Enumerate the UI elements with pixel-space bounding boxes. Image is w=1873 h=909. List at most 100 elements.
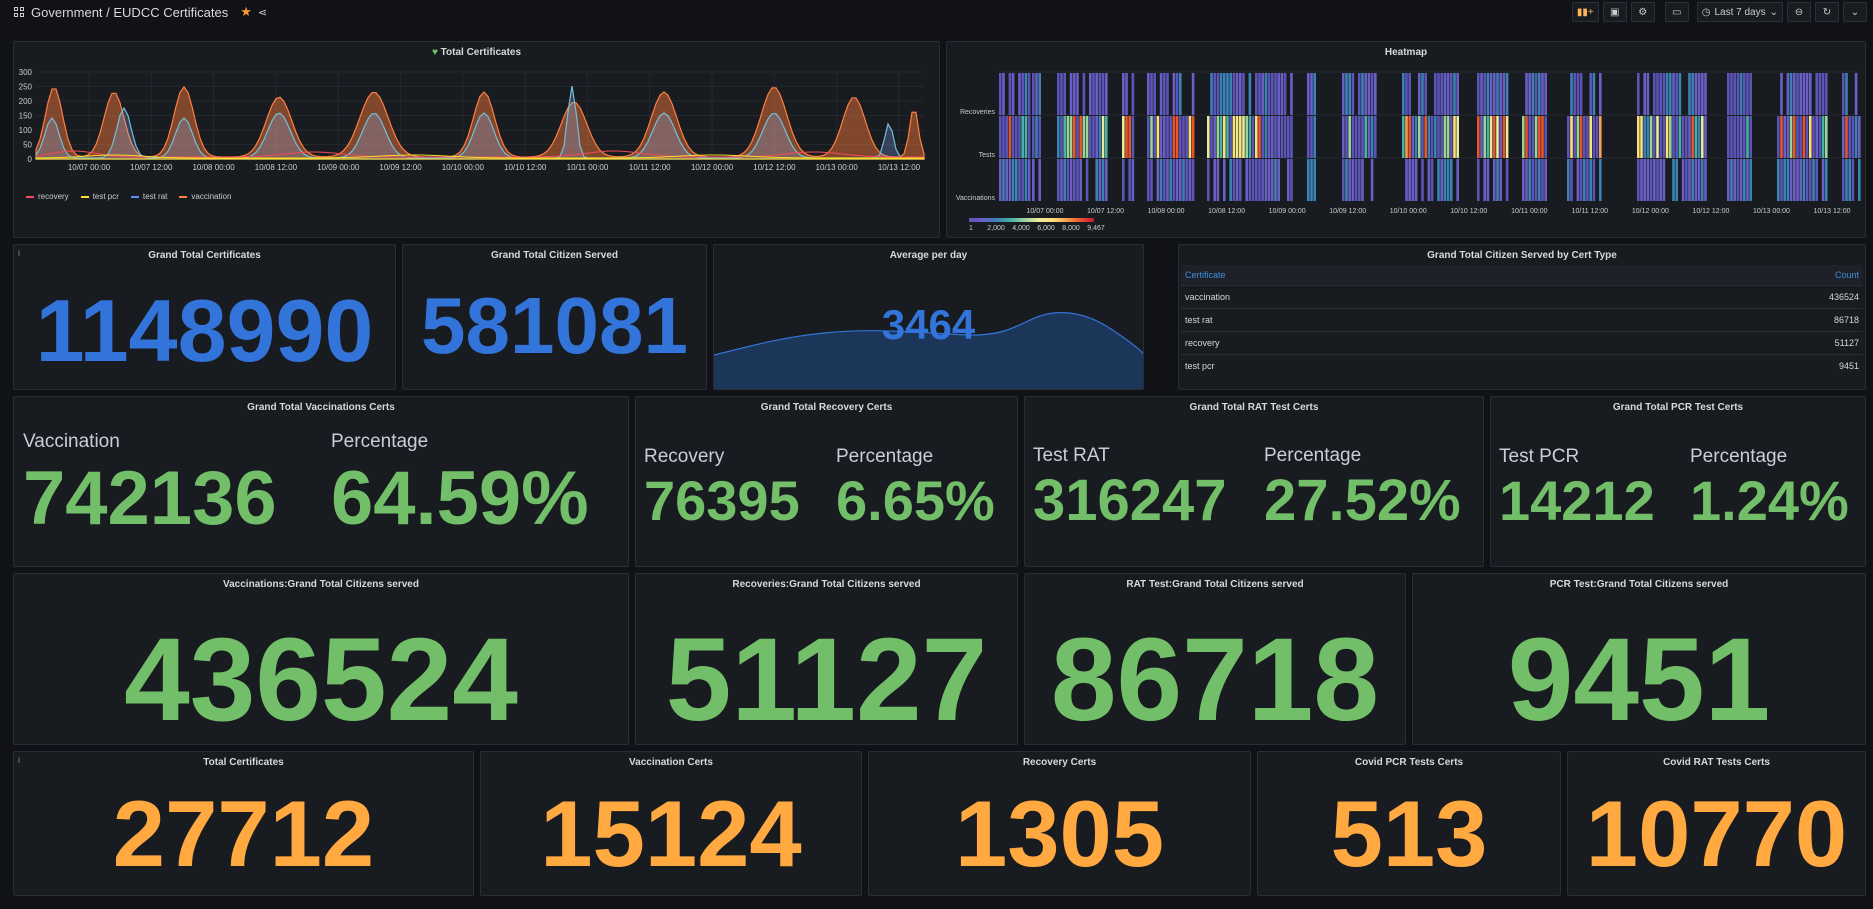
- cell-certificate: test pcr: [1181, 354, 1579, 378]
- zoom-out-button[interactable]: ⊖: [1787, 2, 1811, 22]
- heatmap-cell: [1825, 73, 1828, 115]
- tv-mode-button[interactable]: ▭: [1664, 2, 1689, 22]
- heatmap-cell: [1374, 116, 1377, 158]
- x-tick-label: 10/11 12:00: [1572, 208, 1609, 215]
- heatmap-cell: [1541, 73, 1544, 115]
- refresh-button[interactable]: ↻: [1815, 2, 1839, 22]
- heatmap-cell: [1274, 159, 1277, 201]
- heatmap-cell: [1842, 73, 1845, 115]
- heatmap-cell: [1101, 116, 1105, 158]
- x-tick-label: 10/11 00:00: [1511, 208, 1548, 215]
- heatmap-cell: [1739, 116, 1743, 158]
- heatmap-cell: [1704, 116, 1707, 158]
- scale-tick-label: 9,467: [1087, 225, 1105, 232]
- heatmap-cell: [1147, 73, 1150, 115]
- heatmap-cell: [1069, 159, 1073, 201]
- scale-tick-label: 1: [969, 225, 973, 232]
- panel-title: ♥ Total Certificates: [14, 47, 939, 58]
- scale-tick-label: 2,000: [987, 225, 1005, 232]
- timeseries-chart[interactable]: 300 250 200 150 100 50 0 10/07 00:00 10/07 12:0…: [14, 42, 940, 238]
- heatmap-cell: [1101, 73, 1105, 115]
- heatmap-cell: [1358, 73, 1361, 115]
- legend-item[interactable]: vaccination: [179, 192, 231, 201]
- heatmap-cell: [1483, 116, 1486, 158]
- heatmap-cell: [1057, 73, 1060, 115]
- dashboard-title[interactable]: Government / EUDCC Certificates: [31, 4, 229, 20]
- heatmap-cell: [1147, 159, 1150, 201]
- panel-title: Heatmap: [1384, 47, 1428, 58]
- heatmap-cell: [1245, 159, 1248, 201]
- heatmap-cell: [1076, 159, 1079, 201]
- heatmap-panel: Heatmap Recoveries Tests Vaccinations 10/0…: [946, 41, 1866, 238]
- legend-item[interactable]: test rat: [130, 192, 167, 201]
- heatmap-cell: [1643, 73, 1646, 115]
- heatmap-cell: [1656, 116, 1659, 158]
- time-picker[interactable]: ◷ Last 7 days ⌄: [1696, 2, 1783, 22]
- heatmap-cell: [1345, 116, 1348, 158]
- x-tick-label: 10/07 12:00: [1087, 208, 1124, 215]
- heatmap-cell: [1358, 116, 1361, 158]
- recovery-certs-period-panel: Recovery Certs 1305: [868, 751, 1251, 896]
- heatmap-cell: [1665, 73, 1669, 115]
- chart-series: [35, 85, 925, 160]
- heatmap-cell: [1730, 116, 1733, 158]
- heatmap-cell: [1408, 116, 1411, 158]
- heatmap-cell: [1408, 159, 1411, 201]
- heatmap-cell: [1002, 159, 1005, 201]
- refresh-interval-button[interactable]: ⌄: [1843, 2, 1867, 22]
- heatmap-cell: [1502, 116, 1506, 158]
- heatmap-cell: [1098, 159, 1102, 201]
- heatmap-cell: [1812, 159, 1815, 201]
- heatmap-cell: [1589, 73, 1592, 115]
- legend-item[interactable]: recovery: [26, 192, 69, 201]
- row-label: Tests: [979, 152, 996, 159]
- heatmap-cell: [1011, 73, 1015, 115]
- heatmap-cell: [1746, 159, 1749, 201]
- heatmap-cell: [1150, 116, 1153, 158]
- dashboards-grid-icon[interactable]: [14, 6, 25, 18]
- heatmap-cell: [1345, 73, 1348, 115]
- vaccinations-citizens-panel: Vaccinations:Grand Total Citizens served…: [13, 573, 629, 745]
- share-icon[interactable]: ⋖: [257, 6, 268, 19]
- legend-swatch: [26, 195, 34, 198]
- recovery-certs-panel: Grand Total Recovery Certs Recovery 7639…: [635, 396, 1018, 567]
- heatmap-cell: [1024, 159, 1028, 201]
- legend-label: vaccination: [191, 192, 232, 201]
- column-header-certificate[interactable]: Certificate: [1181, 265, 1579, 286]
- save-button[interactable]: ▣: [1602, 2, 1627, 22]
- heatmap-cell: [1105, 73, 1108, 115]
- legend-item[interactable]: test pcr: [80, 192, 119, 201]
- heatmap-cell: [1122, 73, 1125, 115]
- heatmap-cell: [1095, 73, 1098, 115]
- monitor-icon: ▭: [1671, 6, 1682, 18]
- heatmap-cell: [1528, 116, 1531, 158]
- heatmap-cell: [1570, 73, 1573, 115]
- heatmap-cell: [1251, 159, 1255, 201]
- scale-tick-label: 8,000: [1062, 225, 1080, 232]
- add-panel-button[interactable]: ▮▮+: [1571, 2, 1599, 22]
- settings-button[interactable]: ⚙: [1630, 2, 1655, 22]
- heatmap-cell: [1125, 73, 1128, 115]
- heatmap-cell: [1749, 73, 1752, 115]
- heatmap-cell: [1685, 116, 1688, 158]
- heatmap-cell: [1313, 73, 1316, 115]
- panel-title: Recovery Certs: [1022, 757, 1097, 768]
- heatmap-cell: [1367, 73, 1371, 115]
- heatmap-cell: [1653, 73, 1656, 115]
- info-icon[interactable]: i: [18, 248, 20, 258]
- heatmap-cell: [1245, 116, 1248, 158]
- heatmap-cell: [1008, 116, 1012, 158]
- heatmap-cell: [1255, 73, 1258, 115]
- heatmap-cell: [1793, 159, 1796, 201]
- heatmap-cell: [1483, 159, 1486, 201]
- y-tick-label: 100: [19, 126, 33, 135]
- panel-title: Grand Total RAT Test Certs: [1189, 402, 1319, 413]
- heatmap-cell: [1264, 73, 1268, 115]
- star-icon[interactable]: ★: [240, 4, 252, 19]
- column-header-count[interactable]: Count: [1578, 265, 1863, 286]
- recovery-label: Recovery: [644, 446, 725, 467]
- total-certificates-timeseries-panel: ♥ Total Certificates 300 250 200 150 100 50 0 …: [13, 41, 940, 238]
- heatmap-cell: [1538, 159, 1541, 201]
- info-icon[interactable]: i: [18, 755, 20, 765]
